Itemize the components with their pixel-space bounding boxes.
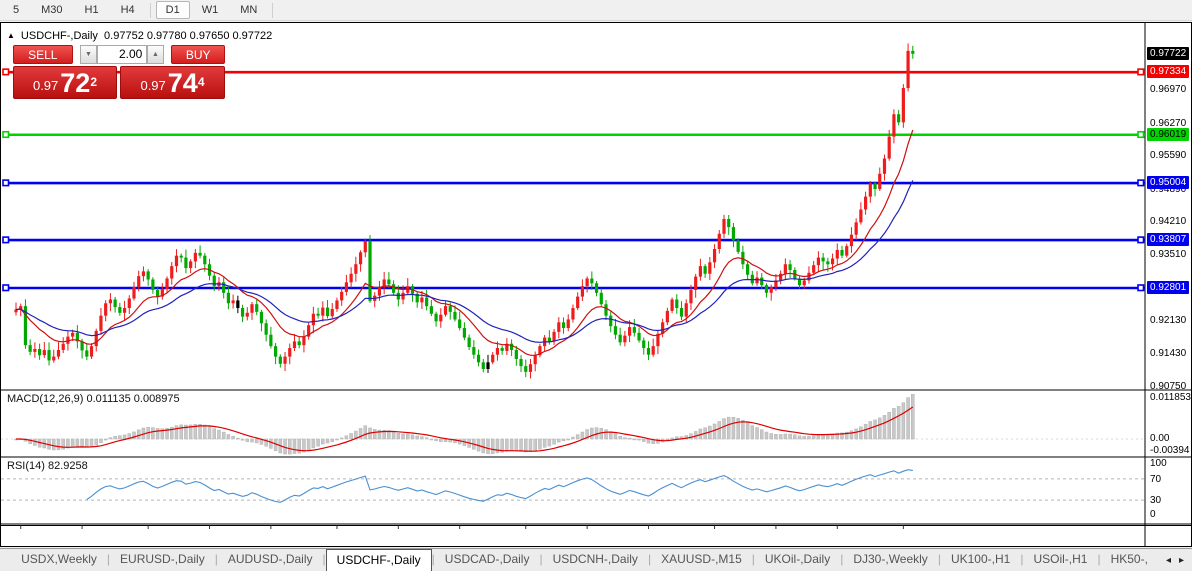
rsi-axis-label: 30: [1150, 495, 1162, 506]
timeframe-button-d1[interactable]: D1: [155, 1, 190, 19]
candlestick-chart[interactable]: [1, 23, 1192, 548]
macd-axis-label: -0.00394: [1150, 445, 1190, 456]
chart-tab-audusd-daily[interactable]: AUDUSD-,Daily: [227, 552, 313, 566]
price-grid-label: 0.94890: [1150, 183, 1187, 195]
price-grid-label: 0.96970: [1150, 84, 1187, 96]
timeframe-button-h4[interactable]: H4: [120, 4, 135, 16]
timeframe-toolbar: 5 M30 H1 H4 D1 W1 MN: [0, 0, 1192, 21]
price-grid-label: 0.90750: [1150, 380, 1187, 392]
tab-separator: |: [937, 552, 941, 566]
buy-price-display[interactable]: 0.97 74 4: [120, 66, 225, 99]
timeframe-button-h1[interactable]: H1: [84, 4, 99, 16]
chart-tab-dj30-weekly[interactable]: DJ30-,Weekly: [853, 552, 928, 566]
price-grid-label: 0.96270: [1150, 117, 1187, 129]
chart-tab-usoil-h1[interactable]: USOil-,H1: [1033, 552, 1088, 566]
collapse-panel-icon[interactable]: ▲: [7, 31, 15, 40]
level-price-badge: 0.93807: [1147, 233, 1190, 247]
buy-button[interactable]: BUY: [171, 45, 225, 64]
sell-price-display[interactable]: 0.97 72 2: [13, 66, 117, 99]
rsi-axis-label: 0: [1150, 509, 1156, 520]
rsi-axis-label: 70: [1150, 474, 1162, 485]
sell-price-main: 72: [60, 68, 91, 98]
ohlc-quote: 0.97752 0.97780 0.97650 0.97722: [104, 30, 273, 42]
chart-tab-eurusd-daily[interactable]: EURUSD-,Daily: [120, 552, 205, 566]
volume-increase-button[interactable]: ▲: [147, 45, 164, 64]
price-grid-label: 0.92130: [1150, 314, 1187, 326]
tab-separator: |: [1020, 552, 1024, 566]
tab-separator: |: [1097, 552, 1101, 566]
sell-button[interactable]: SELL: [13, 45, 73, 64]
toolbar-separator: [272, 2, 274, 18]
chart-tab-usdcnh-daily[interactable]: USDCNH-,Daily: [552, 552, 638, 566]
timeframe-button-5[interactable]: 5: [13, 4, 20, 16]
tab-separator: |: [647, 552, 652, 566]
volume-input[interactable]: 2.00: [96, 45, 148, 64]
timeframe-button-w1[interactable]: W1: [201, 4, 219, 16]
price-grid-label: 0.91430: [1150, 348, 1187, 360]
macd-indicator-label: MACD(12,26,9) 0.011135 0.008975: [7, 393, 180, 405]
level-price-badge: 0.97334: [1147, 65, 1190, 79]
toolbar-separator: [149, 2, 151, 18]
level-price-badge: 0.95004: [1147, 176, 1190, 190]
chart-tab-hk50[interactable]: HK50-,: [1110, 552, 1148, 566]
rsi-indicator-label: RSI(14) 82.9258: [7, 460, 88, 472]
tab-scroll-left-icon[interactable]: ◂: [1165, 554, 1171, 566]
one-click-trade-panel: SELL ▼ 2.00 ▲ BUY 0.97 72 2 0.97 74 4: [13, 45, 225, 99]
chart-tab-uk100-h1[interactable]: UK100-,H1: [950, 552, 1011, 566]
tab-separator: |: [322, 552, 326, 566]
price-grid-label: 0.94210: [1150, 215, 1187, 227]
price-grid-label: 0.95590: [1150, 150, 1187, 162]
buy-price-prefix: 0.97: [140, 78, 166, 93]
tab-separator: |: [214, 552, 218, 566]
tab-separator: |: [106, 552, 111, 566]
sell-price-pip: 2: [90, 75, 98, 89]
chart-tab-bar: USDX,Weekly | EURUSD-,Daily | AUDUSD-,Daily |…: [0, 548, 1192, 571]
current-price-badge: 0.97722: [1147, 46, 1190, 60]
tab-separator: |: [751, 552, 755, 566]
volume-decrease-button[interactable]: ▼: [80, 45, 97, 64]
timeframe-button-mn[interactable]: MN: [240, 4, 258, 16]
symbol-title: USDCHF-,Daily: [20, 30, 98, 42]
tab-scroll-right-icon[interactable]: ▸: [1178, 554, 1184, 566]
chart-window: ▲ USDCHF-,Daily 0.97752 0.97780 0.97650 0…: [0, 22, 1192, 563]
chart-tab-ukoil-daily[interactable]: UKOil-,Daily: [764, 552, 831, 566]
quote-header: ▲ USDCHF-,Daily 0.97752 0.97780 0.97650 0…: [7, 30, 272, 42]
tab-separator: |: [431, 552, 435, 566]
rsi-axis-label: 100: [1150, 458, 1167, 469]
macd-axis-label: 0.011853: [1150, 392, 1191, 403]
tab-separator: |: [840, 552, 844, 566]
buy-price-pip: 4: [197, 75, 205, 89]
timeframe-button-m30[interactable]: M30: [41, 4, 63, 16]
buy-price-main: 74: [167, 68, 198, 98]
chart-tab-usdcad-daily[interactable]: USDCAD-,Daily: [444, 552, 530, 566]
chart-tab-usdx-weekly[interactable]: USDX,Weekly: [21, 552, 97, 566]
tab-separator: |: [539, 552, 543, 566]
level-price-badge: 0.92801: [1147, 281, 1190, 294]
macd-axis-label: 0.00: [1150, 433, 1170, 444]
chart-tab-usdchf-daily[interactable]: USDCHF-,Daily: [325, 549, 432, 571]
sell-price-prefix: 0.97: [32, 78, 59, 93]
level-price-badge: 0.96019: [1147, 127, 1190, 141]
chart-tab-xauusd-m15[interactable]: XAUUSD-,M15: [661, 552, 742, 566]
price-grid-label: 0.93510: [1150, 249, 1187, 261]
